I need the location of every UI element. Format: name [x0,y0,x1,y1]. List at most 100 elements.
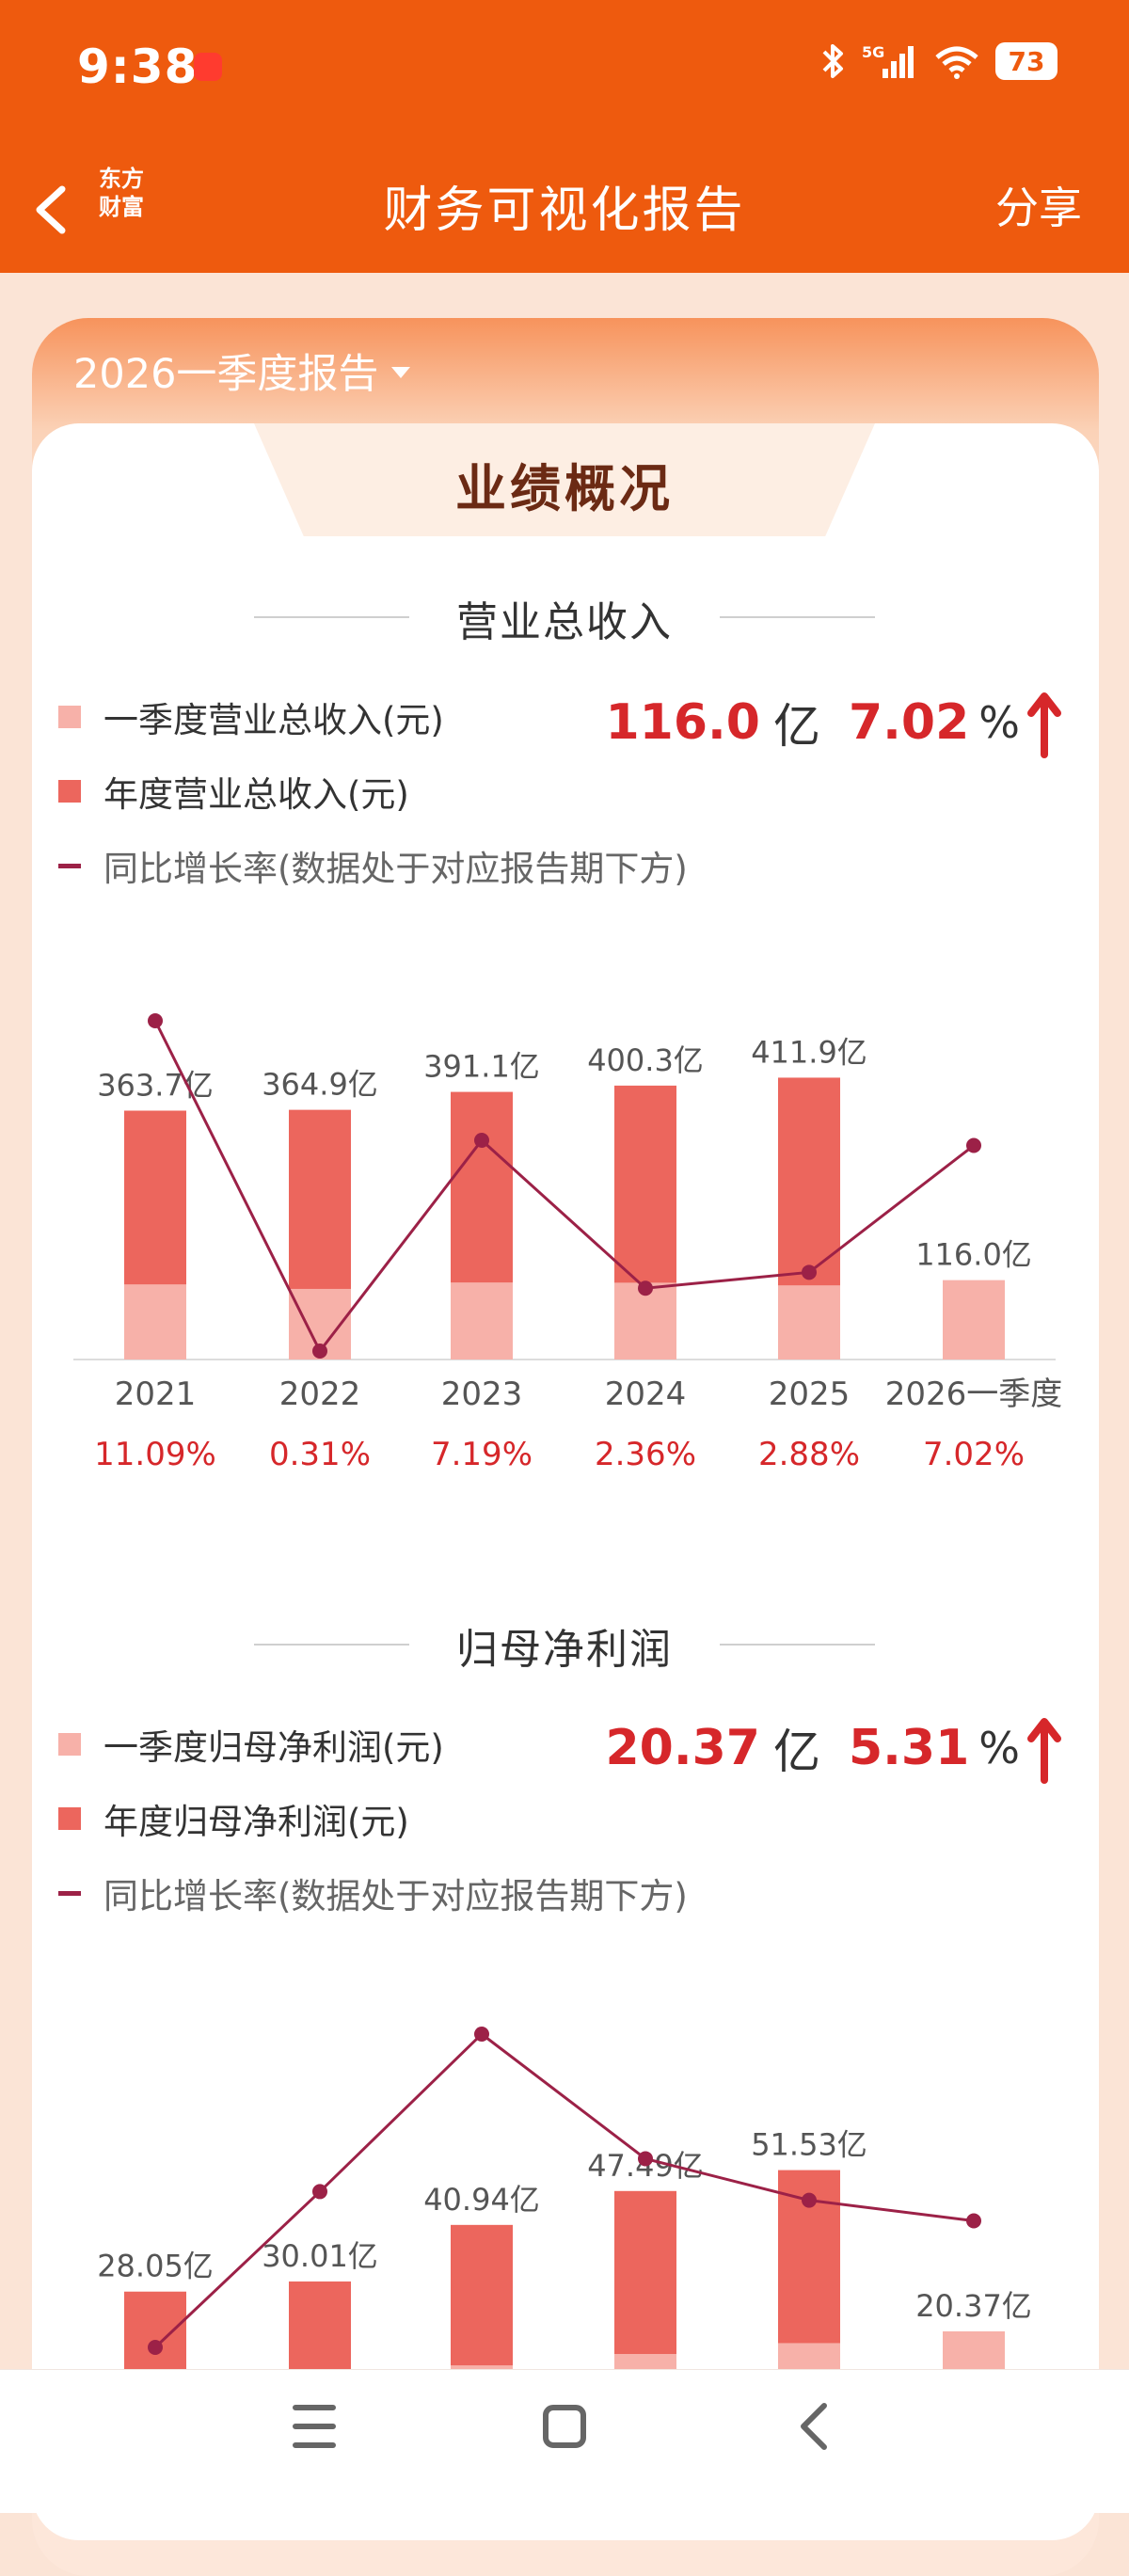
legend-label: 同比增长率(数据处于对应报告期下方) [103,849,688,889]
content-card [32,423,1099,2540]
bar-value-label: 28.05亿 [97,2249,214,2284]
legend-label: 一季度营业总收入(元) [103,700,444,740]
revenue-chart: 363.7亿 2021 11.09% 364.9亿 2022 0.31% 391.1亿 202… [73,1013,1063,1473]
headline-value: 116.0 [605,694,760,751]
up-arrow-icon [1027,1718,1061,1784]
x-tick-label: 2026一季度 [885,1375,1063,1413]
bar-value-label: 40.94亿 [423,2182,540,2218]
growth-point [802,2192,817,2208]
divider [254,616,409,618]
home-icon[interactable] [508,2370,621,2483]
growth-point [474,1132,489,1148]
bar-value-label: 116.0亿 [915,1237,1032,1273]
legend-quarter-revenue[interactable]: 一季度营业总收入(元) [58,693,444,740]
legend-swatch [58,863,81,868]
bar-quarter [778,1285,840,1360]
growth-rate-label: 7.02% [923,1436,1025,1473]
growth-point [966,1137,981,1153]
menu-icon[interactable] [258,2370,371,2483]
legend-growth-revenue[interactable]: 同比增长率(数据处于对应报告期下方) [58,842,688,889]
headline-unit: 亿 [772,699,820,754]
growth-rate-label: 2.88% [758,1436,860,1473]
growth-point [148,2340,163,2355]
header-background [0,0,1129,273]
growth-rate-label: 0.31% [269,1436,371,1473]
legend-label: 年度营业总收入(元) [103,774,409,815]
revenue-headline: 116.0 亿 7.02 % [605,685,1063,760]
bluetooth-icon [822,44,843,78]
growth-point [638,1280,653,1296]
logo-line1: 东方 [99,166,144,192]
growth-line [153,1020,975,1354]
bar-value-label: 364.9亿 [262,1067,378,1103]
divider [720,616,875,618]
x-tick-label: 2025 [769,1375,851,1413]
bar-value-label: 400.3亿 [587,1042,704,1078]
divider [720,1644,875,1646]
headline-value: 20.37 [605,1720,760,1776]
section-title: 业绩概况 [455,459,674,518]
bar-quarter [943,1280,1005,1360]
legend-annual-profit[interactable]: 年度归母净利润(元) [58,1795,409,1842]
growth-point [474,2027,489,2042]
bar-value-label: 20.37亿 [915,2288,1032,2324]
headline-growth-unit: % [978,697,1020,748]
headline-growth: 5.31 [848,1720,970,1776]
legend-swatch [58,1890,81,1896]
legend-swatch [58,706,81,728]
page-title: 财务可视化报告 [383,183,746,239]
revenue-heading: 营业总收入 [254,588,875,646]
growth-rate-label: 11.09% [94,1436,216,1473]
signal-icon: 5G [862,43,914,78]
status-icons: 5G 73 [819,42,1057,80]
legend-quarter-profit[interactable]: 一季度归母净利润(元) [58,1721,444,1768]
system-nav-bar [0,2369,1129,2513]
growth-rate-label: 2.36% [595,1436,696,1473]
x-tick-label: 2022 [279,1375,361,1413]
bar-value-label: 363.7亿 [97,1067,214,1103]
bar-value-label: 391.1亿 [423,1049,540,1085]
bar-value-label: 411.9亿 [751,1034,867,1070]
report-period-dropdown[interactable]: 2026一季度报告 [73,342,411,400]
growth-rate-label: 7.19% [431,1436,533,1473]
nav-bar: 东方 财富 财务可视化报告 分享 [0,155,1129,259]
legend-swatch [58,1733,81,1756]
legend-label: 同比增长率(数据处于对应报告期下方) [103,1876,688,1916]
legend-growth-profit[interactable]: 同比增长率(数据处于对应报告期下方) [58,1869,688,1916]
wifi-icon [935,46,978,79]
dropdown-arrow-icon [391,367,411,378]
profit-headline: 20.37 亿 5.31 % [605,1710,1063,1786]
back-nav-icon[interactable] [758,2370,871,2483]
legend-annual-revenue[interactable]: 年度营业总收入(元) [58,768,409,815]
revenue-title: 营业总收入 [456,598,673,646]
bar-quarter [124,1284,186,1360]
logo-line2: 财富 [99,194,144,220]
share-button[interactable]: 分享 [995,183,1082,233]
x-tick-label: 2023 [441,1375,523,1413]
profit-heading: 归母净利润 [254,1615,875,1674]
profit-title: 归母净利润 [456,1626,673,1674]
svg-text:5G: 5G [862,43,884,61]
status-time: 9:38 [77,40,199,94]
legend-label: 一季度归母净利润(元) [103,1727,444,1768]
app-notification-icon [194,53,222,81]
section-tab [254,423,875,536]
bar-value-label: 30.01亿 [262,2238,378,2274]
up-arrow-icon [1027,692,1061,758]
growth-point [966,2213,981,2229]
growth-line [153,2032,975,2349]
bar-value-label: 51.53亿 [751,2127,867,2163]
divider [254,1644,409,1646]
growth-point [638,2151,653,2167]
battery-indicator: 73 [995,42,1057,80]
legend-label: 年度归母净利润(元) [103,1802,409,1842]
x-tick-label: 2024 [605,1375,687,1413]
headline-growth-unit: % [978,1723,1020,1773]
growth-point [802,1264,817,1280]
back-icon[interactable] [19,172,85,247]
app-logo: 东方 财富 [92,165,151,247]
growth-point [312,2184,327,2200]
report-period-label: 2026一季度报告 [73,351,379,398]
bar-quarter [451,1282,513,1360]
